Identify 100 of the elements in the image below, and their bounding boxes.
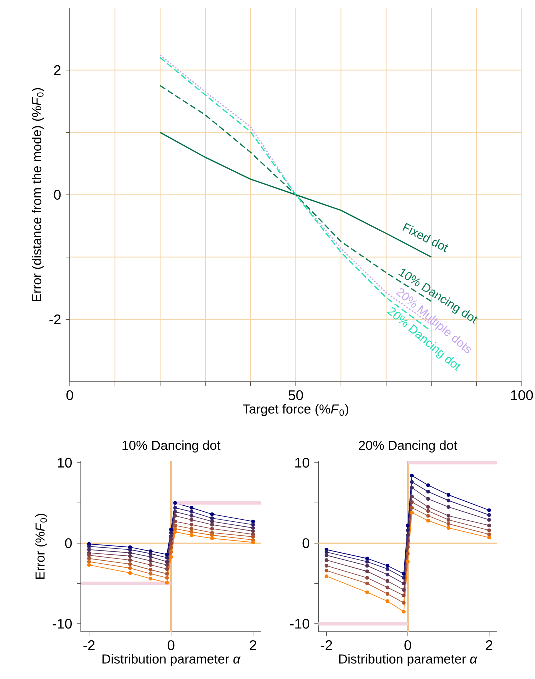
chart-title: 20% Dancing dot [359,440,458,453]
point [251,526,256,530]
point [488,528,492,532]
point [174,506,178,510]
point [251,535,256,539]
point [402,594,406,598]
point [210,536,214,540]
y-tick-label: -2 [50,314,61,325]
point [410,486,414,490]
x-axis-title: Distribution parameter α [102,654,241,666]
point [169,542,174,546]
x-tick-label: -2 [84,640,95,650]
point [426,505,430,510]
x-tick-label: 0 [404,640,412,650]
point [446,526,451,530]
point [324,574,329,578]
point [165,552,170,557]
x-axis-title: Distribution parameter α [340,654,478,666]
point [165,576,170,580]
point [210,527,214,531]
point [87,554,92,558]
point [190,527,194,531]
point [366,590,370,594]
point [410,474,414,478]
point [402,588,406,592]
point [446,522,451,526]
point [210,534,214,538]
point [128,566,132,570]
point [406,560,410,564]
point [87,556,92,561]
point [210,523,214,527]
point [165,581,170,585]
y-tick-label: 0 [54,190,61,200]
point [366,576,370,580]
point [446,514,451,518]
point [324,550,329,554]
point [446,505,451,510]
point [406,552,410,556]
point [324,568,329,573]
point [366,556,370,561]
point [402,610,406,614]
point [406,528,410,532]
point [165,556,170,560]
point [210,512,214,516]
point [128,551,132,555]
x-tick-label: 2 [250,640,256,650]
point [87,548,92,552]
point [426,519,430,523]
x-tick-label: 2 [486,640,493,650]
point [488,524,492,528]
point [324,558,329,562]
point [386,586,390,590]
point [169,555,174,559]
point [446,493,451,497]
point [410,500,414,504]
point [386,567,390,572]
y-tick-label: 0 [302,538,310,548]
point [165,563,170,568]
x-tick-label: 50 [288,390,304,400]
point [148,577,153,581]
point [148,572,153,576]
point [169,534,174,538]
point [174,530,178,534]
point [446,498,451,503]
point [366,582,370,586]
point [128,558,132,562]
y-tick-label: 10 [296,458,310,468]
point [190,530,194,534]
point [410,494,414,499]
point [386,600,390,604]
point [251,520,256,524]
point [406,524,410,528]
point [169,546,174,550]
point [251,530,256,534]
y-tick-label: -10 [52,618,72,629]
point [402,576,406,580]
point [165,572,170,576]
point [165,560,170,564]
point [87,563,92,568]
point [148,563,153,568]
point [324,554,329,558]
point [410,480,414,484]
point [488,508,492,512]
point [169,528,174,532]
point [406,534,410,538]
point [190,518,194,522]
point [148,555,153,559]
point [488,518,492,522]
point [174,520,178,524]
point [324,564,329,568]
point [488,536,492,540]
point [426,490,430,494]
point [386,564,390,568]
point [402,582,406,586]
point [210,516,214,520]
point [402,572,406,576]
point [174,527,178,531]
point [446,518,451,522]
point [190,514,194,518]
point [386,592,390,596]
